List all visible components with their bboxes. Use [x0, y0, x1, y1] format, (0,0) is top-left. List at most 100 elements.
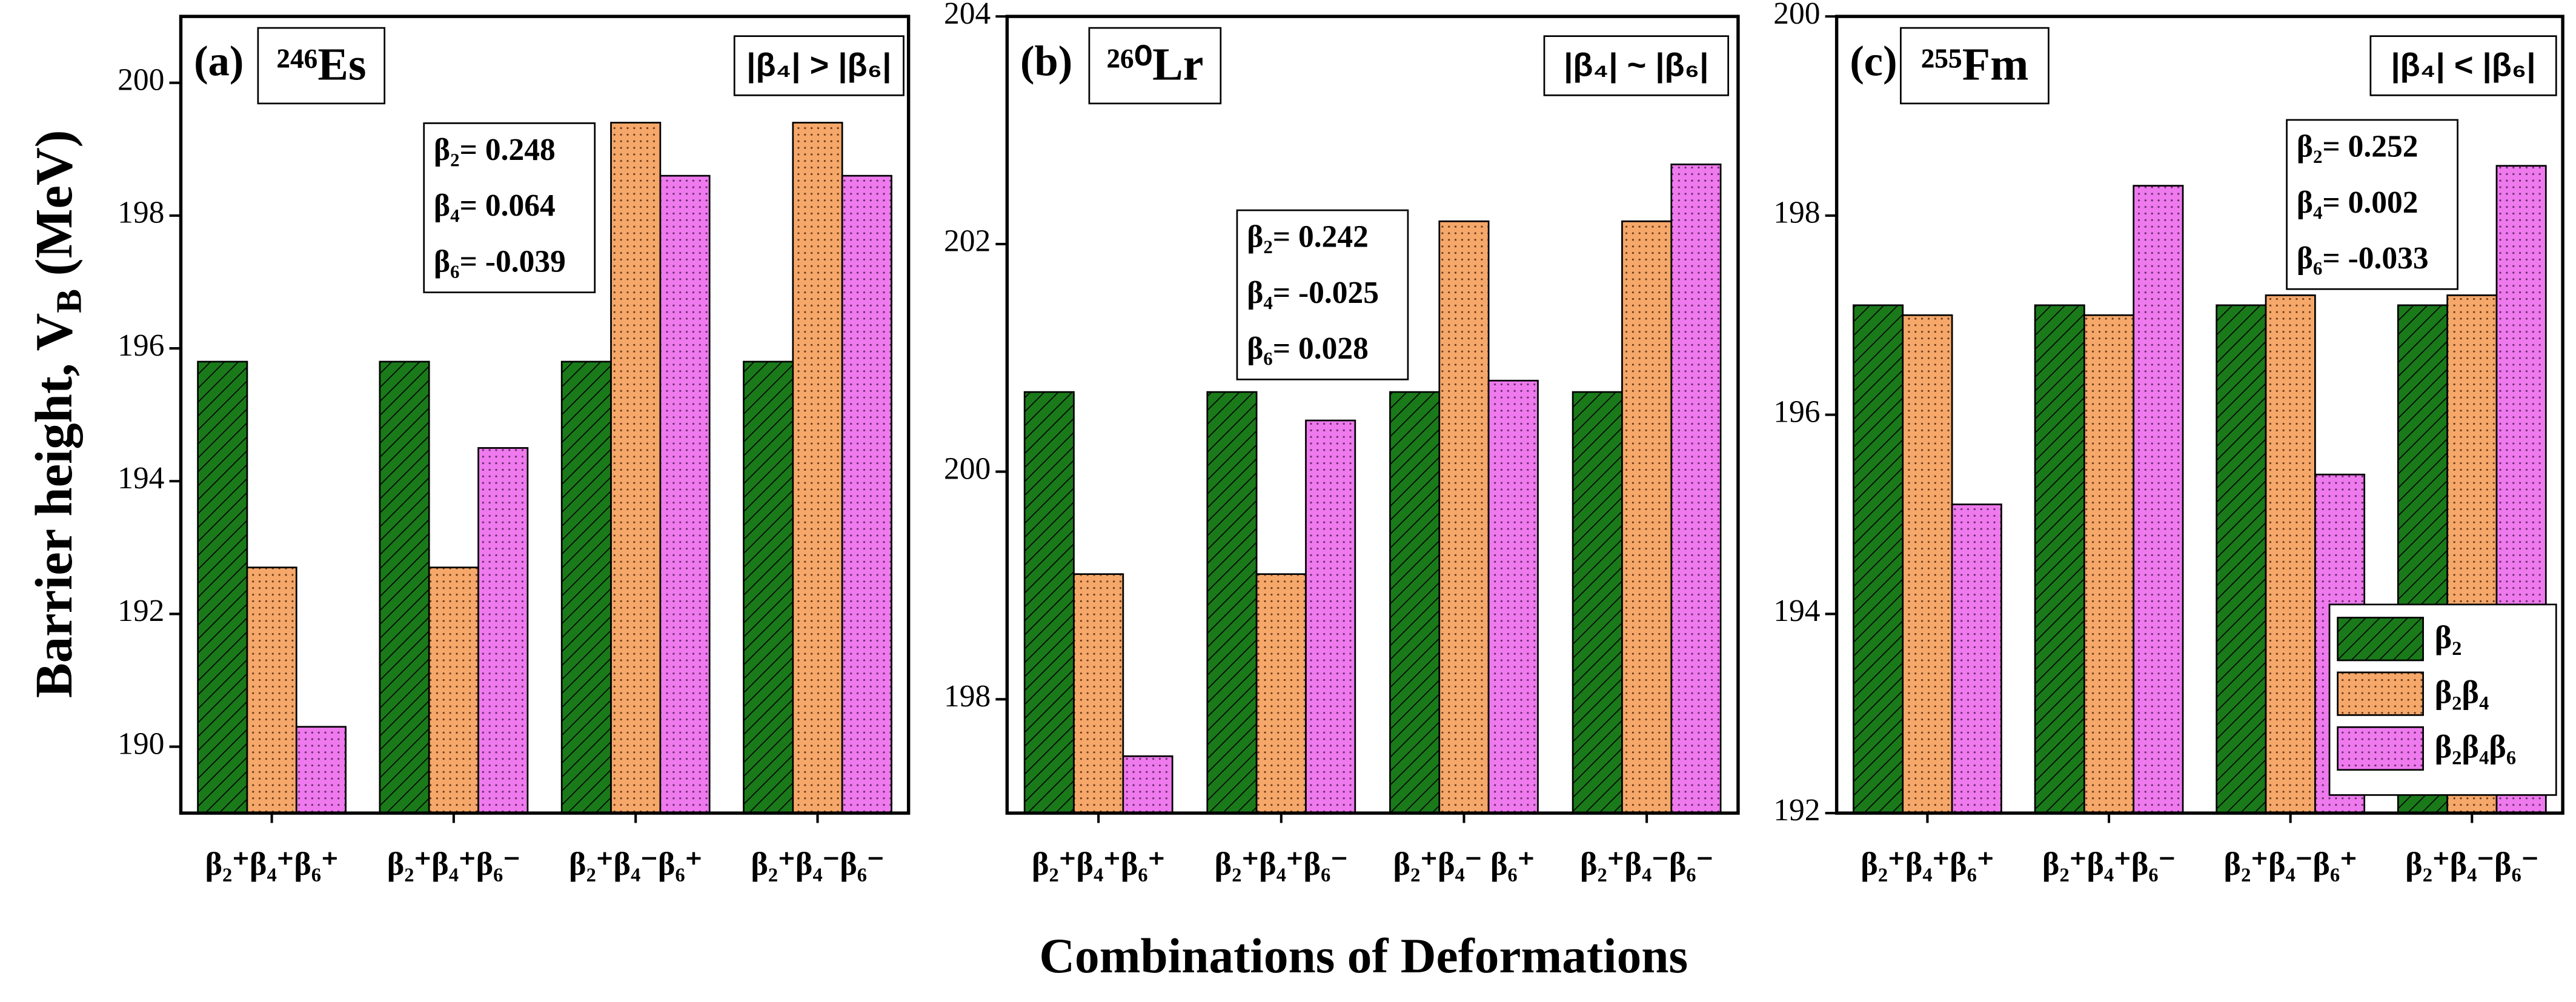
- annotation-text: β₄= 0.064: [434, 188, 556, 223]
- bar: [659, 174, 711, 814]
- nucleus-label: ²⁵⁵Fm: [1920, 39, 2028, 90]
- nucleus-box: [1900, 27, 2050, 105]
- bar: [841, 174, 892, 814]
- bar: [1853, 304, 1904, 814]
- y-tick-label: 194: [118, 461, 164, 496]
- annotation-text: β₆= 0.028: [1247, 331, 1369, 366]
- condition-box: [733, 35, 905, 96]
- nucleus-label: ²⁶⁰Lr: [1106, 39, 1203, 90]
- annotation-text: β₂= 0.248: [434, 133, 556, 167]
- y-axis-title-unit: (MeV): [25, 130, 83, 276]
- annotation-box: [423, 122, 596, 293]
- x-tick-label: β₂⁺β₄⁺β₆⁻: [1215, 846, 1348, 882]
- legend-swatch: [2337, 671, 2424, 716]
- bar: [1023, 391, 1075, 814]
- bar: [1122, 755, 1173, 814]
- annotation-text: β₄= -0.025: [1247, 276, 1379, 310]
- bar: [2034, 304, 2085, 814]
- bar: [560, 360, 612, 814]
- y-tick-label: 198: [118, 196, 164, 230]
- bar: [1951, 503, 2002, 814]
- bar: [1206, 391, 1258, 814]
- bar: [1572, 391, 1623, 814]
- y-tick-label: 200: [944, 451, 991, 486]
- x-tick-label: β₂⁺β₄⁺β₆⁺: [1861, 846, 1994, 882]
- y-axis-title: Barrier height, VB (MeV): [25, 130, 88, 698]
- x-axis-title: Combinations of Deformations: [1039, 929, 1688, 983]
- bar: [1073, 573, 1124, 814]
- plot-frame: [1834, 15, 2564, 815]
- annotation-text: β₂= 0.252: [2297, 130, 2418, 164]
- annotation-text: β₆= -0.039: [434, 244, 566, 279]
- condition-box: [2369, 35, 2557, 96]
- bar: [197, 360, 248, 814]
- x-tick-label: β₂⁺β₄⁻β₆⁻: [1580, 846, 1713, 882]
- bar: [743, 360, 794, 814]
- bar: [1487, 379, 1539, 814]
- panel-label: (c): [1850, 38, 1897, 85]
- legend-label: β₂: [2435, 619, 2462, 655]
- panel-label: (b): [1020, 38, 1072, 85]
- y-tick-label: 192: [1773, 793, 1820, 828]
- bar: [379, 360, 430, 814]
- y-tick-label: 194: [1773, 594, 1820, 628]
- bar: [428, 566, 479, 814]
- condition-label: |β₄| > |β₆|: [746, 47, 891, 84]
- annotation-box: [1236, 209, 1409, 380]
- nucleus-box: [257, 27, 386, 105]
- legend-swatch: [2337, 617, 2424, 662]
- bar: [1305, 419, 1356, 814]
- y-tick-label: 198: [944, 679, 991, 714]
- x-tick-label: β₂⁺β₄⁻β₆⁺: [2224, 846, 2357, 882]
- y-tick-label: 198: [1773, 196, 1820, 230]
- bar: [2133, 185, 2184, 814]
- x-tick-label: β₂⁺β₄⁻β₆⁻: [751, 846, 884, 882]
- legend-swatch: [2337, 726, 2424, 771]
- y-axis-title-text: Barrier height, V: [25, 313, 83, 698]
- bar: [1670, 163, 1722, 814]
- y-tick-label: 200: [118, 63, 164, 98]
- x-tick-label: β₂⁺β₄⁻ β₆⁺: [1393, 846, 1535, 882]
- plot-frame: [1005, 15, 1740, 815]
- x-tick-label: β₂⁺β₄⁺β₆⁻: [2042, 846, 2176, 882]
- y-tick-label: 202: [944, 224, 991, 259]
- legend-label: β₂β₄β₆: [2435, 729, 2516, 765]
- y-tick-label: 200: [1773, 0, 1820, 31]
- bar: [1621, 220, 1673, 814]
- condition-label: |β₄| ~ |β₆|: [1564, 47, 1708, 84]
- nucleus-box: [1088, 27, 1222, 105]
- legend-label: β₂β₄: [2435, 674, 2489, 710]
- nucleus-label: ²⁴⁶Es: [276, 39, 366, 90]
- annotation-text: β₆= -0.033: [2297, 241, 2429, 276]
- bar: [2265, 294, 2316, 814]
- x-tick-label: β₂⁺β₄⁻β₆⁺: [569, 846, 702, 882]
- y-tick-label: 204: [944, 0, 991, 31]
- condition-label: |β₄| < |β₆|: [2391, 47, 2535, 84]
- annotation-text: β₄= 0.002: [2297, 185, 2418, 220]
- panel-label: (a): [194, 38, 244, 85]
- bar: [1255, 573, 1307, 814]
- bar: [246, 566, 297, 814]
- bar: [610, 122, 662, 814]
- y-tick-label: 196: [1773, 394, 1820, 429]
- bar: [1389, 391, 1441, 814]
- x-tick-label: β₂⁺β₄⁺β₆⁺: [1032, 846, 1165, 882]
- x-tick-label: β₂⁺β₄⁺β₆⁺: [205, 846, 338, 882]
- bar: [792, 122, 843, 814]
- bar: [295, 726, 347, 814]
- bar: [2216, 304, 2267, 814]
- y-tick-label: 190: [118, 726, 164, 761]
- y-tick-label: 196: [118, 328, 164, 363]
- y-tick-label: 192: [118, 594, 164, 628]
- bar: [1438, 220, 1490, 814]
- plot-frame: [179, 15, 911, 815]
- bar: [1902, 314, 1953, 814]
- x-tick-label: β₂⁺β₄⁺β₆⁻: [387, 846, 520, 882]
- annotation-box: [2286, 119, 2458, 290]
- bar: [2083, 314, 2135, 814]
- annotation-text: β₂= 0.242: [1247, 220, 1369, 254]
- bar: [477, 447, 529, 814]
- y-axis-title-sub: B: [48, 289, 88, 313]
